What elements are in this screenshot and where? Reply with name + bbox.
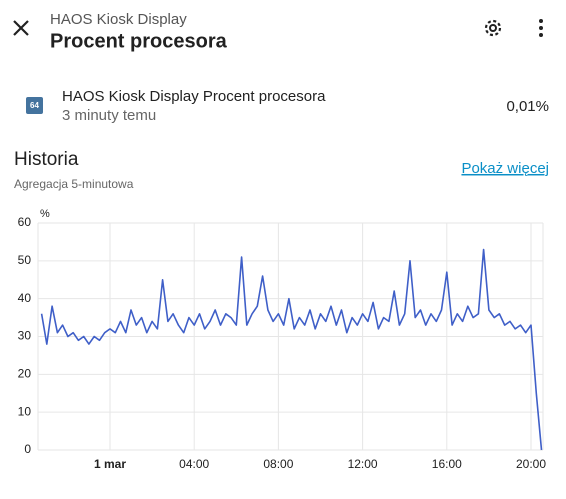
dialog-title: Procent procesora (50, 30, 228, 52)
entity-icon-label: 64 (30, 101, 39, 110)
show-more-link[interactable]: Pokaż więcej (461, 160, 549, 177)
y-tick-label: 50 (18, 253, 32, 267)
history-chart: % 0 10 20 30 40 50 60 1 mar 04:00 08:00 12:00 16:00 2… (18, 208, 547, 471)
data-line (40, 248, 543, 451)
y-tick-label: 60 (18, 215, 32, 229)
x-tick-label: 12:00 (348, 457, 378, 471)
history-subtitle: Agregacja 5-minutowa (14, 177, 134, 191)
y-tick-label: 30 (18, 329, 32, 343)
gear-center (489, 24, 497, 32)
history-title: Historia (14, 149, 79, 170)
gear-icon (484, 19, 502, 37)
entity-state: 0,01% (506, 98, 549, 115)
dialog-subtitle: HAOS Kiosk Display (50, 11, 187, 28)
x-tick-label: 1 mar (94, 457, 126, 471)
x-tick-label: 08:00 (263, 457, 293, 471)
y-tick-label: 20 (18, 367, 32, 381)
dot (539, 19, 543, 23)
close-button[interactable] (13, 20, 29, 36)
close-icon (13, 20, 29, 36)
dot (539, 26, 543, 30)
x-tick-label: 04:00 (179, 457, 209, 471)
y-unit: % (40, 208, 50, 220)
x-tick-label: 16:00 (432, 457, 462, 471)
y-tick-label: 10 (18, 404, 32, 418)
dot (539, 33, 543, 37)
entity-time: 3 minuty temu (62, 107, 156, 124)
entity-name: HAOS Kiosk Display Procent procesora (62, 88, 326, 105)
y-tick-label: 0 (24, 442, 31, 456)
menu-button[interactable] (539, 19, 543, 37)
entity-icon (26, 97, 43, 114)
x-tick-label: 20:00 (516, 457, 546, 471)
y-tick-label: 40 (18, 291, 32, 305)
settings-button[interactable] (484, 19, 502, 37)
